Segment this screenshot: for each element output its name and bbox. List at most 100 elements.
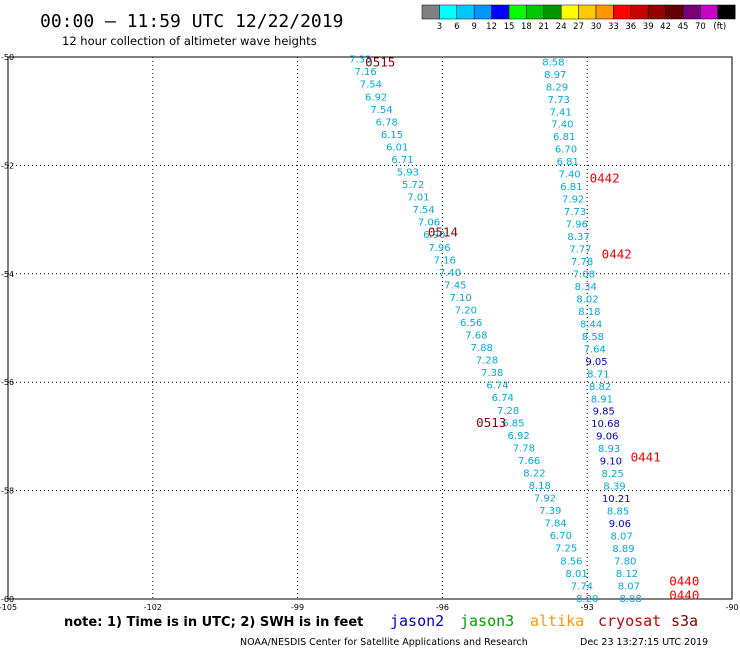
wave-height-value: 8.25	[602, 469, 624, 480]
wave-height-value: 7.40	[558, 170, 580, 181]
x-tick-label: -96	[436, 603, 449, 612]
wave-height-value: 8.85	[607, 507, 629, 518]
wave-height-labels: 7.337.167.546.927.546.786.156.016.715.93…	[349, 55, 642, 605]
legend-label: 70	[695, 22, 706, 32]
wave-height-value: 5.93	[397, 168, 419, 179]
pass-label: 0513	[476, 415, 506, 430]
pass-label: 0440	[669, 588, 699, 603]
y-tick-label: -58	[1, 487, 14, 496]
legend-label: 12	[486, 22, 497, 32]
satellite-legend: jason2 jason3 altika cryosat s3a	[390, 612, 698, 630]
wave-height-value: 7.20	[455, 305, 477, 316]
wave-height-value: 7.28	[476, 356, 498, 367]
pass-label: 0514	[428, 225, 458, 240]
color-legend: 3 6 9 12 15 18 21 24 27 30 33 36 39 42 45 70 (ft)	[421, 4, 736, 32]
y-tick-label: -60	[1, 595, 14, 604]
wave-height-value: 8.02	[576, 294, 598, 305]
wave-height-value: 8.58	[542, 57, 564, 68]
x-tick-label: -99	[291, 603, 304, 612]
wave-height-value: 8.12	[616, 569, 638, 580]
wave-height-value: 8.88	[620, 594, 642, 605]
pass-label: 0442	[602, 247, 632, 262]
legend-label: 9	[471, 22, 476, 32]
legend-label: 18	[521, 22, 532, 32]
legend-swatch	[456, 4, 475, 20]
wave-height-value: 8.34	[575, 282, 597, 293]
legend-swatch	[473, 4, 492, 20]
y-tick-label: -54	[1, 270, 14, 279]
wave-height-value: 7.45	[444, 280, 466, 291]
wave-height-value: 8.71	[587, 369, 609, 380]
wave-height-value: 7.68	[465, 331, 487, 342]
wave-height-value: 7.39	[539, 506, 561, 517]
wave-height-value: 6.74	[492, 393, 514, 404]
legend-swatch	[717, 4, 736, 20]
legend-swatch	[439, 4, 458, 20]
wave-height-value: 6.81	[553, 132, 575, 143]
wave-height-value: 7.78	[513, 443, 535, 454]
legend-swatch	[630, 4, 649, 20]
wave-height-value: 7.54	[360, 80, 382, 91]
legend-swatch	[613, 4, 632, 20]
wave-height-value: 8.82	[589, 382, 611, 393]
wave-height-value: 6.78	[376, 117, 398, 128]
wave-height-value: 8.39	[603, 482, 625, 493]
x-tick-label: -102	[144, 603, 162, 612]
wave-height-value: 6.71	[391, 155, 413, 166]
wave-height-value: 8.91	[591, 394, 613, 405]
wave-height-value: 7.84	[544, 519, 566, 530]
pass-label: 0440	[669, 574, 699, 589]
legend-swatch	[560, 4, 579, 20]
legend-label: 15	[504, 22, 515, 32]
wave-height-value: 8.07	[611, 532, 633, 543]
pass-label: 0515	[365, 54, 395, 69]
wave-height-value: 7.88	[471, 343, 493, 354]
legend-swatch	[526, 4, 545, 20]
x-tick-label: -93	[581, 603, 594, 612]
wave-height-value: 8.01	[566, 569, 588, 580]
wave-height-value: 8.97	[544, 70, 566, 81]
wave-height-value: 7.96	[428, 243, 450, 254]
wave-height-value: 7.08	[573, 269, 595, 280]
legend-swatch	[508, 4, 527, 20]
wave-height-value: 6.81	[560, 182, 582, 193]
wave-height-value: 8.22	[523, 468, 545, 479]
wave-height-value: 6.92	[365, 92, 387, 103]
chart-subtitle: 12 hour collection of altimeter wave hei…	[62, 34, 317, 48]
wave-height-value: 6.90	[423, 230, 445, 241]
wave-height-value: 7.40	[551, 120, 573, 131]
legend-swatch	[595, 4, 614, 20]
wave-height-value: 9.85	[593, 407, 615, 418]
legend-label: 6	[454, 22, 459, 32]
legend-label: 42	[660, 22, 671, 32]
wave-height-value: 7.40	[439, 268, 461, 279]
wave-height-value: 6.81	[557, 157, 579, 168]
wave-height-value: 8.44	[580, 319, 602, 330]
footer-credit: NOAA/NESDIS Center for Satellite Applica…	[240, 637, 528, 648]
wave-height-value: 8.20	[576, 594, 598, 605]
legend-label: 45	[678, 22, 689, 32]
wave-height-value: 8.89	[612, 544, 634, 555]
chart-title: 00:00 – 11:59 UTC 12/22/2019	[40, 11, 343, 32]
wave-height-value: 7.74	[571, 581, 593, 592]
x-tick-label: -90	[725, 603, 738, 612]
legend-label: 30	[591, 22, 602, 32]
wave-height-value: 7.92	[534, 494, 556, 505]
wave-height-value: 8.07	[618, 581, 640, 592]
wave-height-value: 7.80	[614, 556, 636, 567]
legend-swatch	[421, 4, 440, 20]
wave-height-value: 9.05	[585, 357, 607, 368]
wave-height-value: 8.18	[578, 307, 600, 318]
y-tick-label: -56	[1, 378, 14, 387]
footer-timestamp: Dec 23 13:27:15 UTC 2019	[580, 637, 708, 648]
pass-label: 0442	[590, 170, 620, 185]
wave-height-value: 8.58	[582, 332, 604, 343]
legend-swatch	[578, 4, 597, 20]
wave-height-value: 8.18	[529, 481, 551, 492]
wave-height-value: 6.15	[381, 130, 403, 141]
wave-height-value: 6.85	[502, 418, 524, 429]
wave-height-value: 6.74	[486, 381, 508, 392]
satellite-name: jason3	[460, 612, 514, 630]
